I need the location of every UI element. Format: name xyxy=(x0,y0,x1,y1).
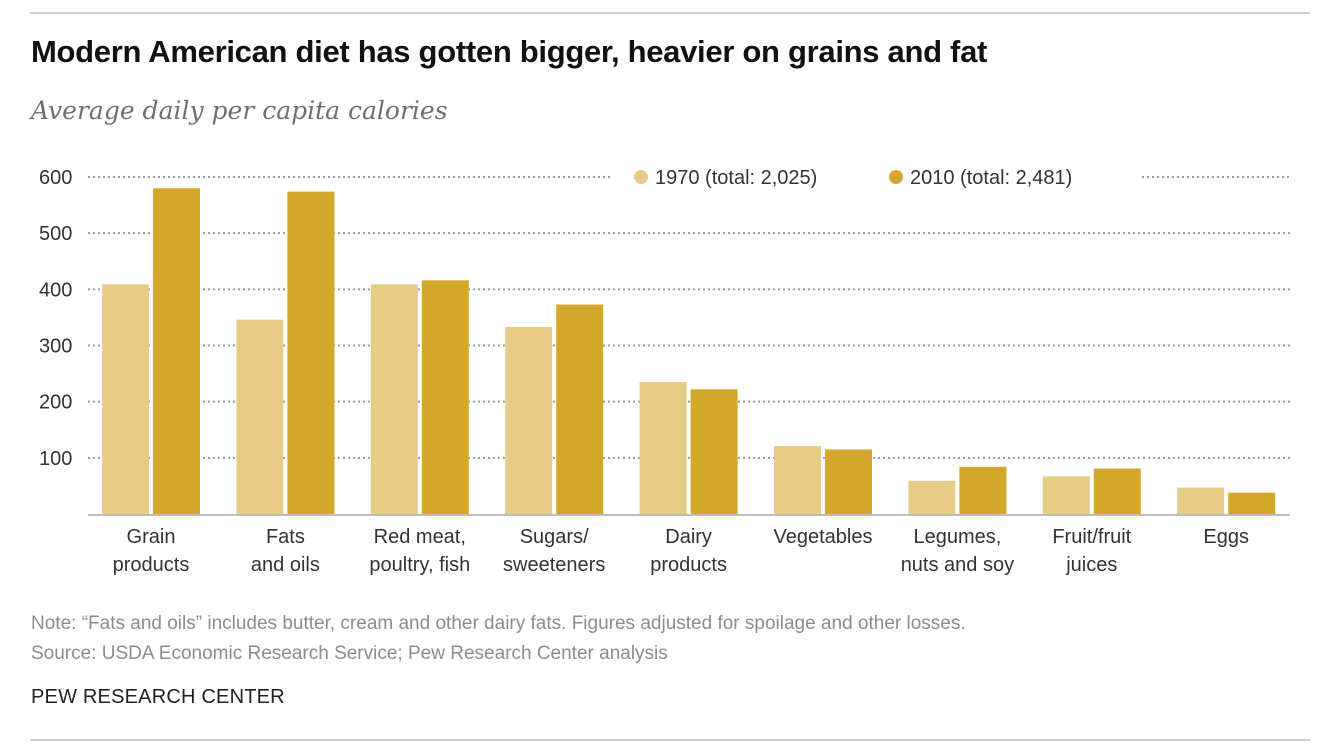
legend-swatch-1970 xyxy=(634,170,648,184)
bar-1970 xyxy=(505,326,553,514)
bar-2010 xyxy=(1093,468,1141,514)
chart-source: Source: USDA Economic Research Service; … xyxy=(31,643,668,664)
bar-2010 xyxy=(959,466,1007,514)
bar-1970 xyxy=(1042,476,1090,514)
bar-1970 xyxy=(908,480,956,514)
y-tick-label: 200 xyxy=(39,392,72,414)
x-tick-label: Sugars/sweeteners xyxy=(503,526,605,576)
x-tick-label: Eggs xyxy=(1203,526,1249,548)
y-tick-label: 600 xyxy=(39,167,72,189)
x-tick-label: Legumes, nuts and soy xyxy=(901,526,1014,576)
bar-2010 xyxy=(153,188,200,514)
y-tick-label: 400 xyxy=(39,279,72,301)
y-tick-label: 300 xyxy=(39,336,72,358)
x-tick-label: Grain products xyxy=(113,526,190,576)
y-tick-label: 500 xyxy=(39,223,72,245)
chart-title: Modern American diet has gotten bigger, … xyxy=(31,34,988,69)
bottom-rule xyxy=(30,739,1310,741)
x-tick-label: Fats and oils xyxy=(251,526,320,576)
bar-1970 xyxy=(236,319,284,514)
top-rule xyxy=(30,12,1310,14)
bar-2010 xyxy=(421,280,469,514)
bar-2010 xyxy=(556,304,604,514)
bar-1970 xyxy=(639,382,687,514)
brand-label: PEW RESEARCH CENTER xyxy=(31,686,285,708)
chart-note: Note: “Fats and oils” includes butter, c… xyxy=(31,613,966,634)
bar-2010 xyxy=(825,449,872,514)
y-tick-label: 100 xyxy=(39,448,72,470)
bar-chart: 100 200 300 400 500 600 Grain products Fats and o… xyxy=(39,167,1290,576)
legend-label-1970: 1970 (total: 2,025) xyxy=(655,167,817,189)
x-tick-label: Red meat, poultry, fish xyxy=(369,526,470,576)
x-tick-label: Dairy products xyxy=(650,526,727,576)
legend-label-2010: 2010 (total: 2,481) xyxy=(910,167,1072,189)
bar-2010 xyxy=(1228,492,1276,514)
bar-1970 xyxy=(370,284,418,514)
x-tick-label: Fruit/fruit juices xyxy=(1052,526,1131,576)
x-tick-label: Vegetables xyxy=(774,526,873,548)
chart-subtitle: Average daily per capita calories xyxy=(31,96,448,125)
bar-2010 xyxy=(287,191,335,514)
bar-1970 xyxy=(1177,487,1225,514)
legend-swatch-2010 xyxy=(889,170,903,184)
bar-1970 xyxy=(102,284,149,514)
bar-2010 xyxy=(690,389,738,514)
bar-1970 xyxy=(774,446,821,514)
